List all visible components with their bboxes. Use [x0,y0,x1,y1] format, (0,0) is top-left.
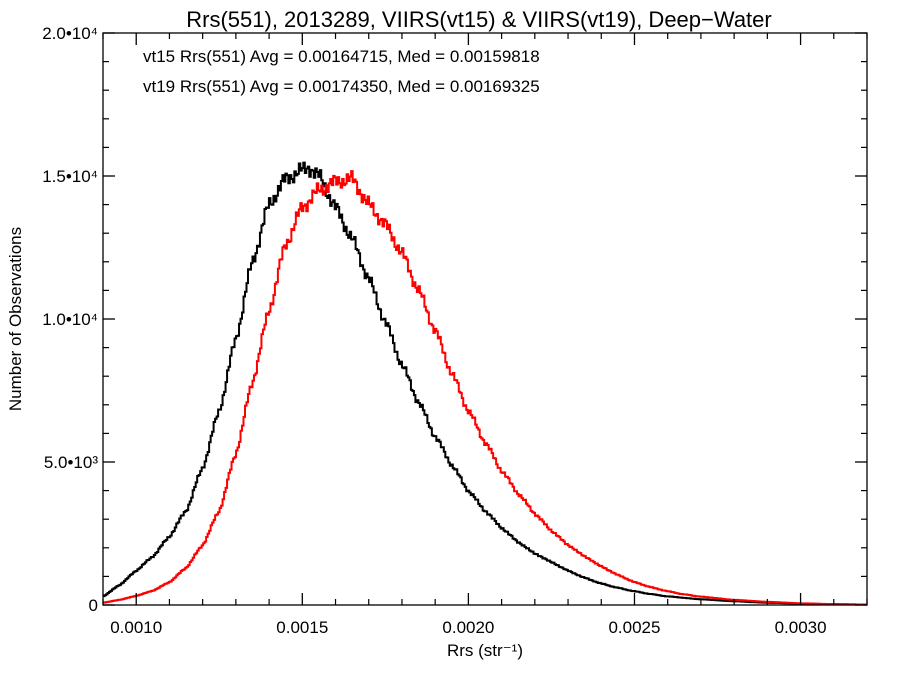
y-tick-label-1: 5.0•10³ [44,453,98,472]
x-tick-label-1: 0.0015 [276,618,328,637]
x-tick-label-2: 0.0020 [442,618,494,637]
x-tick-label-0: 0.0010 [110,618,162,637]
y-tick-label-2: 1.0•10⁴ [42,310,98,329]
x-tick-label-3: 0.0025 [608,618,660,637]
y-tick-label-3: 1.5•10⁴ [42,167,98,186]
chart-title: Rrs(551), 2013289, VIIRS(vt15) & VIIRS(v… [186,7,771,32]
series-layer [103,161,867,606]
x-tick-label-4: 0.0030 [775,618,827,637]
series-line-0 [103,161,867,606]
legend-entry-vt15: vt15 Rrs(551) Avg = 0.00164715, Med = 0.… [143,47,540,66]
plot-frame [102,32,868,606]
series-line-1 [103,170,867,606]
x-axis-label: Rrs (str⁻¹) [447,641,523,660]
legend: vt15 Rrs(551) Avg = 0.00164715, Med = 0.… [143,47,540,96]
legend-entry-vt19: vt19 Rrs(551) Avg = 0.00174350, Med = 0.… [143,77,540,96]
y-axis-label: Number of Observations [6,227,25,411]
ticks-layer: 0.0010 0.0015 0.0020 0.0025 0.0030 0 5.0•10³ 1.… [42,24,868,637]
y-tick-label-4: 2.0•10⁴ [42,24,98,43]
y-tick-label-0: 0 [89,596,98,615]
